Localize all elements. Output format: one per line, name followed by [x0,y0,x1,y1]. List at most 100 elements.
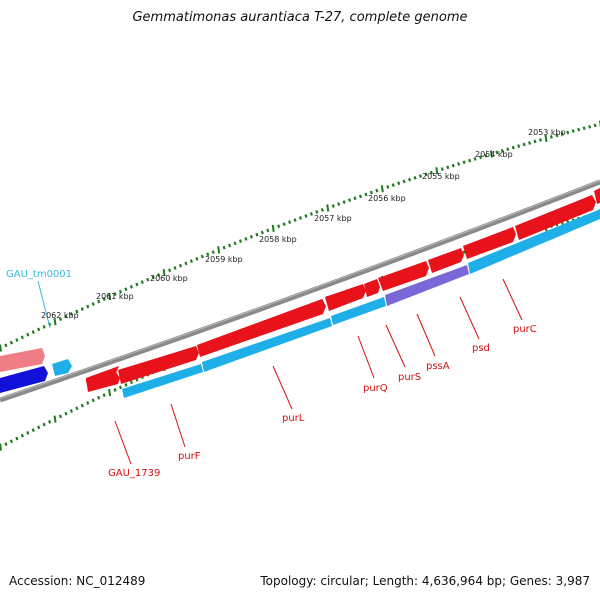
leader-purL [272,365,293,410]
scale-minor-tick [397,181,401,186]
inner-minor-tick [86,401,90,405]
scale-minor-tick [511,145,515,150]
scale-minor-tick [364,192,368,197]
scale-minor-tick [184,261,188,266]
gene-purS-red [364,279,380,297]
scale-major-tick [0,344,2,352]
scale-minor-tick [189,259,193,263]
scale-minor-tick [26,332,30,337]
scale-minor-tick [304,214,308,218]
scale-minor-tick [555,133,559,138]
inner-minor-tick [97,395,101,400]
scale-minor-tick [337,202,341,206]
scale-minor-tick [113,292,117,296]
inner-major-tick [0,443,2,451]
scale-minor-tick [86,304,90,309]
scale-minor-tick [446,165,450,170]
gene-purC-blue [468,209,600,274]
scale-minor-tick [75,309,79,314]
scale-minor-tick [451,163,455,168]
gene-psd-red [428,248,464,273]
inner-major-tick [53,415,57,423]
gene-purC-red [463,227,516,259]
inner-minor-tick [58,414,63,419]
scale-minor-tick [58,317,63,321]
scale-major-tick [108,292,112,301]
genome-backbone-highlight [0,180,600,399]
scale-minor-tick [440,167,444,171]
gene-next-red [515,195,596,240]
scale-major-tick [489,150,493,158]
scale-minor-tick [211,250,215,254]
scale-label-2060: 2060 kbp [150,274,188,283]
gene-purL-blue [202,318,332,372]
scale-minor-tick [402,179,406,184]
scale-minor-tick [249,234,253,239]
scale-minor-tick [238,239,243,243]
scale-minor-tick [37,327,41,332]
inner-minor-tick [9,439,13,444]
label-GAU_1739: GAU_1739 [108,468,160,479]
inner-minor-tick [42,422,46,427]
scale-major-tick [162,268,166,277]
gene-feature-pink [0,348,45,372]
label-purQ: purQ [363,383,388,394]
inner-minor-tick [113,388,117,392]
scale-minor-tick [146,277,150,282]
inner-minor-tick [15,436,19,441]
scale-minor-tick [353,196,357,201]
scale-minor-tick [135,282,139,287]
scale-minor-tick [484,153,488,158]
scale-minor-tick [173,266,177,270]
scale-minor-tick [124,287,128,292]
inner-minor-tick [20,433,24,438]
scale-minor-tick [348,198,352,203]
gene-pssA-purple [385,265,469,306]
leader-purQ [357,335,375,379]
scale-minor-tick [533,139,537,144]
gene-feature-cyan-small [52,359,72,376]
scale-label-2062: 2062 kbp [41,311,79,320]
scale-label-2056: 2056 kbp [368,194,406,203]
scale-minor-tick [20,335,24,340]
scale-minor-tick [478,155,483,160]
label-purS: purS [398,372,421,383]
scale-minor-tick [151,275,155,280]
leader-pssA [416,313,436,357]
scale-minor-tick [168,268,172,273]
genome-backbone [0,179,600,403]
inner-minor-tick [129,380,133,385]
scale-minor-tick [522,142,526,147]
leader-GAU_1739 [114,420,132,465]
scale-minor-tick [369,190,373,195]
scale-minor-tick [408,177,412,182]
gene-purL-red [197,299,326,357]
scale-minor-tick [500,148,504,153]
scale-minor-tick [358,194,363,199]
scale-minor-tick [582,126,586,131]
leader-purF [170,403,186,448]
scale-major-tick [380,185,384,193]
inner-minor-tick [118,385,123,390]
gene-edge-red [594,188,600,204]
scale-minor-tick [391,183,395,187]
inner-minor-tick [462,250,466,254]
scale-label-2059: 2059 kbp [205,255,243,264]
label-pssA: pssA [426,361,450,372]
inner-minor-tick [37,425,41,430]
scale-minor-tick [386,185,390,189]
scale-minor-tick [571,129,575,133]
scale-minor-tick [315,210,319,214]
scale-minor-tick [200,254,204,259]
scale-minor-tick [309,212,313,216]
scale-minor-tick [282,222,286,227]
scale-minor-tick [9,340,13,345]
scale-minor-tick [320,208,324,212]
gene-feature-darkblue [0,366,48,393]
gene-labels: GAU_tm0001 GAU_1739 purF purL purQ purS … [6,269,537,479]
forward-strand-genes [86,188,600,392]
gene-purQ-red [325,284,366,311]
scale-label-2061: 2061 kbp [96,292,134,301]
scale-minor-tick [129,284,133,289]
scale-minor-tick [549,135,553,139]
